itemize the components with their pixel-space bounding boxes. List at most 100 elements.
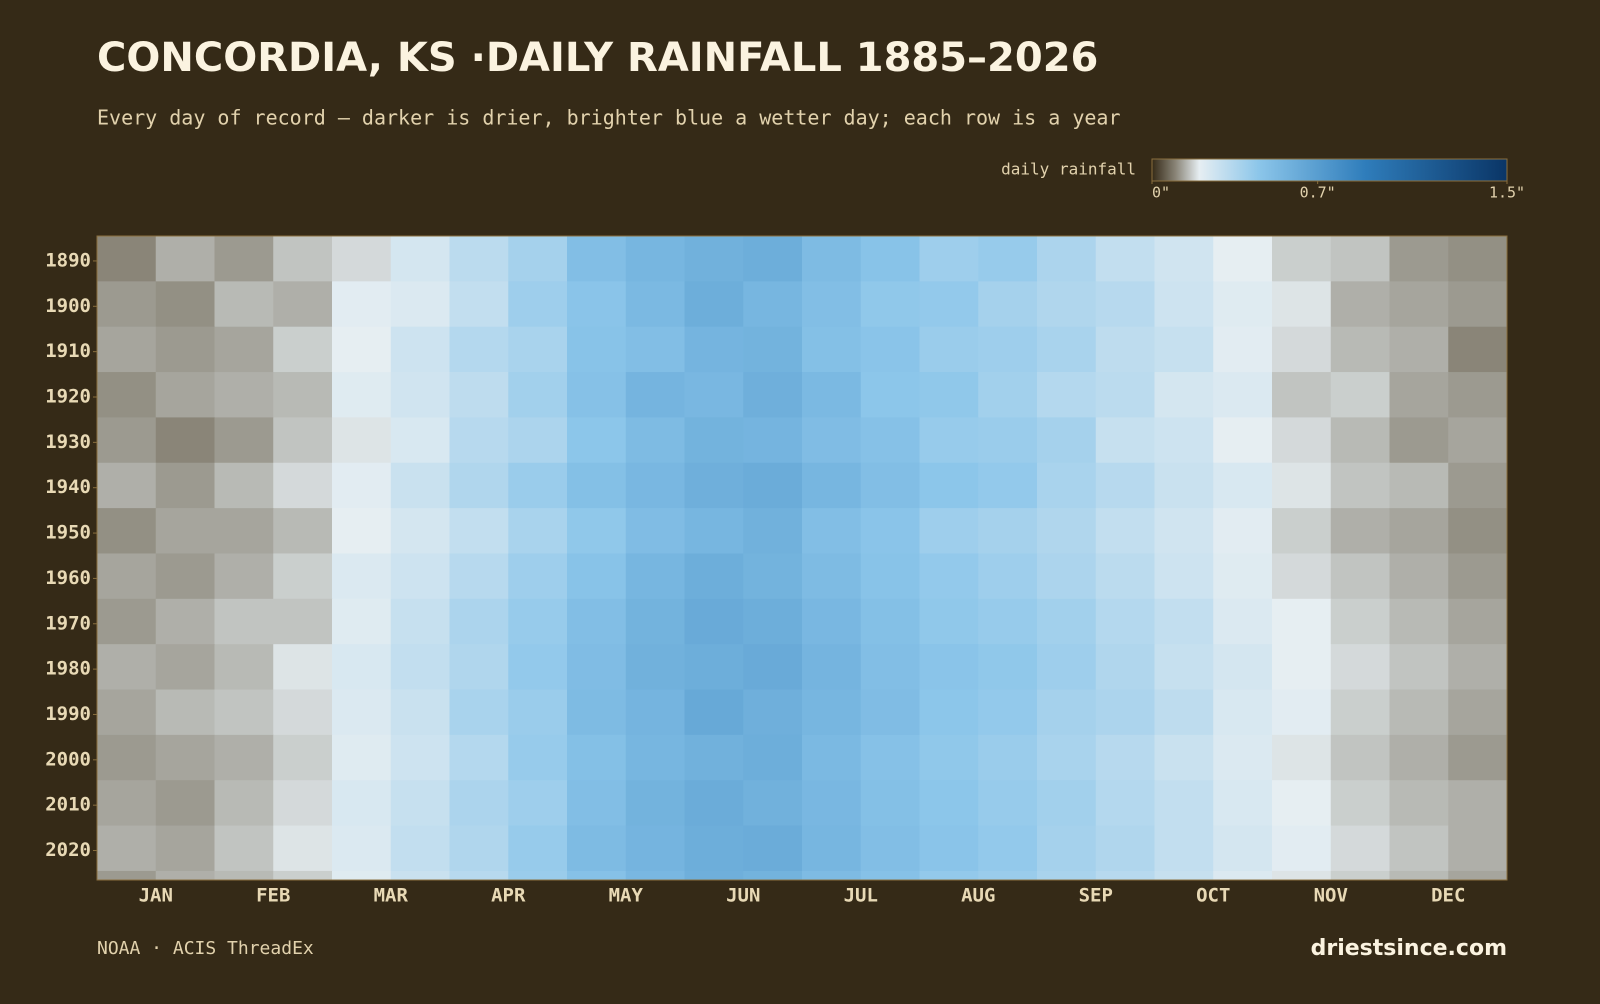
y-tick-label: 1900 bbox=[45, 295, 91, 317]
y-tick-label: 2010 bbox=[45, 794, 91, 816]
y-tick-label: 2000 bbox=[45, 748, 91, 770]
heat-cell bbox=[860, 508, 920, 554]
heat-cell bbox=[802, 553, 862, 600]
heat-cell bbox=[1448, 825, 1508, 872]
heat-cell bbox=[1272, 462, 1332, 509]
heat-cell bbox=[567, 508, 627, 554]
heat-cell bbox=[860, 372, 920, 418]
heat-cell bbox=[625, 553, 685, 600]
heat-cell bbox=[273, 734, 333, 781]
heat-cell bbox=[743, 281, 803, 328]
heat-cell bbox=[684, 236, 744, 282]
heat-cell bbox=[978, 553, 1038, 600]
heat-cell bbox=[214, 644, 274, 691]
heat-cell bbox=[1154, 372, 1214, 418]
heat-cell bbox=[1154, 870, 1214, 881]
colorbar-tick-label: 1.5" bbox=[1489, 184, 1525, 202]
heat-cell bbox=[860, 870, 920, 881]
heat-cell bbox=[1037, 508, 1097, 554]
heat-cell bbox=[1448, 372, 1508, 418]
heat-cell bbox=[625, 236, 685, 282]
heat-cell bbox=[743, 462, 803, 509]
heat-cell bbox=[743, 644, 803, 691]
x-tick-label: DEC bbox=[1431, 885, 1465, 907]
heat-cell bbox=[273, 598, 333, 645]
heat-cell bbox=[684, 734, 744, 781]
heat-cell bbox=[508, 281, 568, 328]
heat-cell bbox=[567, 870, 627, 881]
heat-cell bbox=[1213, 462, 1273, 509]
heat-cell bbox=[1095, 870, 1155, 881]
heat-cell bbox=[625, 372, 685, 418]
heat-cell bbox=[1330, 644, 1390, 691]
heat-cell bbox=[1037, 689, 1097, 736]
heat-cell bbox=[390, 326, 450, 373]
heat-cell bbox=[1154, 508, 1214, 554]
heat-cell bbox=[1095, 734, 1155, 781]
heat-cell bbox=[802, 326, 862, 373]
heat-cell bbox=[214, 462, 274, 509]
x-tick-label: JUN bbox=[726, 885, 760, 907]
y-tick-label: 1920 bbox=[45, 386, 91, 408]
heat-cell bbox=[802, 870, 862, 881]
heat-cell bbox=[390, 236, 450, 282]
heat-cell bbox=[273, 417, 333, 464]
heat-cell bbox=[1272, 780, 1332, 827]
heat-cell bbox=[1213, 417, 1273, 464]
x-tick-label: NOV bbox=[1314, 885, 1348, 907]
heat-cell bbox=[1272, 644, 1332, 691]
heat-cell bbox=[390, 689, 450, 736]
heat-cell bbox=[214, 326, 274, 373]
heat-cell bbox=[625, 780, 685, 827]
heat-cell bbox=[567, 644, 627, 691]
heat-cell bbox=[1154, 553, 1214, 600]
plot-frame bbox=[96, 235, 1508, 881]
heat-cell bbox=[978, 326, 1038, 373]
heat-cell bbox=[1213, 825, 1273, 872]
heat-cell bbox=[1330, 508, 1390, 554]
heat-cell bbox=[1154, 598, 1214, 645]
heat-cell bbox=[390, 508, 450, 554]
x-tick-label: MAR bbox=[374, 885, 409, 907]
heat-cell bbox=[332, 553, 392, 600]
heat-cell bbox=[802, 780, 862, 827]
heat-cell bbox=[1154, 236, 1214, 282]
heat-cell bbox=[508, 326, 568, 373]
chart-subtitle: Every day of record — darker is drier, b… bbox=[97, 106, 1121, 130]
heat-cell bbox=[1037, 734, 1097, 781]
heat-cell bbox=[214, 780, 274, 827]
heat-cell bbox=[332, 281, 392, 328]
heat-cell bbox=[1389, 417, 1449, 464]
heat-cell bbox=[1095, 281, 1155, 328]
heat-cell bbox=[1448, 462, 1508, 509]
heat-cell bbox=[332, 372, 392, 418]
heat-cell bbox=[1213, 870, 1273, 881]
heat-cell bbox=[1330, 417, 1390, 464]
heat-cell bbox=[508, 689, 568, 736]
heat-cell bbox=[1330, 462, 1390, 509]
heat-cell bbox=[860, 281, 920, 328]
heat-cell bbox=[390, 553, 450, 600]
heat-cell bbox=[508, 236, 568, 282]
heat-cell bbox=[1213, 780, 1273, 827]
heat-cell bbox=[273, 553, 333, 600]
heat-cell bbox=[625, 870, 685, 881]
heat-cell bbox=[155, 372, 215, 418]
heat-cell bbox=[567, 689, 627, 736]
heat-cell bbox=[1448, 689, 1508, 736]
heat-cell bbox=[625, 598, 685, 645]
heat-cell bbox=[684, 281, 744, 328]
heat-cell bbox=[919, 281, 979, 328]
heat-cell bbox=[214, 236, 274, 282]
x-tick-label: APR bbox=[491, 885, 526, 907]
heat-cell bbox=[1330, 734, 1390, 781]
heat-cell bbox=[1272, 870, 1332, 881]
heat-cell bbox=[860, 236, 920, 282]
heat-cell bbox=[1095, 644, 1155, 691]
heat-cell bbox=[1448, 780, 1508, 827]
heat-cell bbox=[743, 326, 803, 373]
heat-cell bbox=[155, 689, 215, 736]
heat-cell bbox=[684, 780, 744, 827]
heat-cell bbox=[1037, 780, 1097, 827]
heat-cell bbox=[449, 598, 509, 645]
